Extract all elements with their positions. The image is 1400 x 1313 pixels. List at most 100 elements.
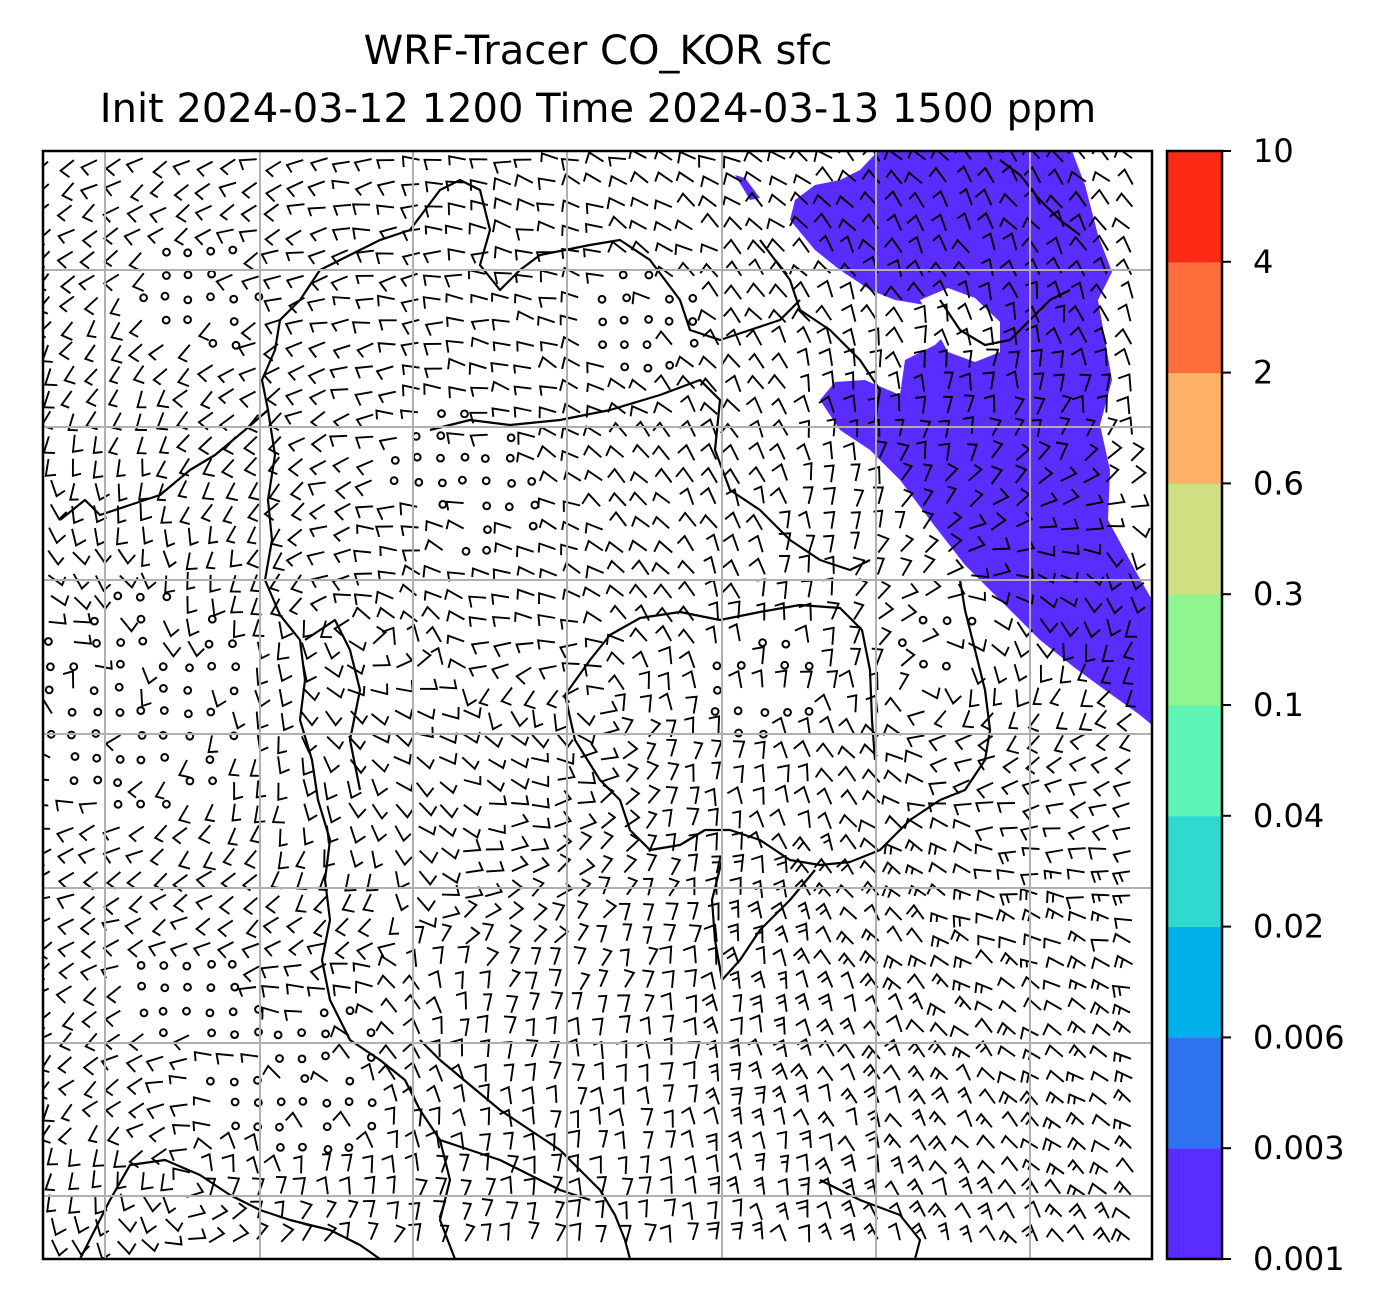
- wind-barb: [532, 709, 544, 729]
- wind-barb: [202, 851, 216, 871]
- wind-barb: [561, 356, 581, 370]
- wind-barb: [754, 1085, 766, 1104]
- wind-barb: [707, 1200, 718, 1220]
- wind-barb: [1019, 825, 1039, 841]
- wind-barb: [674, 219, 693, 231]
- calm-wind-marker: [390, 456, 400, 465]
- wind-barb: [253, 805, 266, 824]
- wind-barb: [1085, 494, 1104, 507]
- wind-barb: [1107, 440, 1123, 460]
- wind-barb: [301, 757, 314, 776]
- calm-wind-marker: [161, 315, 171, 325]
- wind-barb: [996, 802, 1016, 814]
- wind-barb: [302, 664, 318, 684]
- wind-barb: [814, 1156, 832, 1175]
- wind-barb: [1067, 259, 1086, 277]
- wind-barb: [347, 685, 366, 697]
- wind-barb: [584, 151, 605, 164]
- wind-barb: [47, 550, 65, 566]
- wind-barb: [58, 341, 73, 361]
- wind-barb: [1005, 301, 1017, 320]
- wind-barb: [677, 559, 695, 575]
- wind-barb: [325, 1199, 337, 1218]
- wind-barb: [277, 756, 290, 775]
- wind-barb: [986, 348, 1000, 367]
- wind-barb: [545, 1016, 557, 1035]
- wind-barb: [791, 307, 811, 322]
- wind-barb: [211, 689, 227, 708]
- calm-wind-marker: [254, 1027, 263, 1037]
- wind-barb: [699, 377, 718, 393]
- wind-barb: [754, 740, 766, 759]
- wind-barb: [419, 678, 439, 690]
- wind-barb: [1037, 440, 1052, 461]
- wind-barb: [238, 390, 256, 409]
- wind-barb: [510, 758, 530, 769]
- wind-barb: [945, 485, 958, 504]
- wind-barb: [745, 396, 763, 414]
- wind-barb: [703, 1016, 719, 1034]
- wind-barb: [1067, 997, 1086, 1011]
- wind-barb: [698, 355, 717, 369]
- wind-barb: [643, 877, 654, 896]
- wind-barb: [393, 754, 412, 765]
- wind-barb: [468, 362, 487, 375]
- wind-barb: [655, 624, 673, 642]
- wind-barb: [316, 1175, 329, 1195]
- wind-barb: [536, 444, 557, 458]
- wind-barb: [72, 573, 90, 591]
- wind-barb: [585, 272, 604, 284]
- wind-barb: [816, 970, 834, 988]
- wind-barb: [57, 941, 75, 958]
- wind-barb: [964, 394, 975, 413]
- wind-barb: [44, 1173, 56, 1192]
- wind-barb: [249, 824, 261, 844]
- wind-barb: [885, 752, 904, 762]
- wind-barb: [156, 483, 166, 502]
- wind-barb: [1114, 1134, 1132, 1150]
- wind-barb: [116, 505, 127, 524]
- wind-barb: [196, 364, 214, 383]
- wind-barb: [629, 470, 649, 484]
- wind-barb: [748, 1060, 762, 1079]
- calm-wind-marker: [160, 753, 170, 762]
- wind-barb: [540, 152, 559, 163]
- wind-barb: [1037, 572, 1057, 584]
- wind-barb: [479, 1106, 491, 1126]
- wind-barb: [619, 902, 631, 921]
- wind-barb: [177, 344, 191, 363]
- wind-barb: [331, 179, 350, 190]
- wind-barb: [435, 1176, 448, 1196]
- wind-barb: [201, 481, 215, 501]
- calm-wind-marker: [297, 1054, 307, 1064]
- wind-barb: [1065, 1071, 1084, 1082]
- wind-barb: [267, 456, 281, 475]
- wind-barb: [680, 1106, 696, 1125]
- wind-barb: [958, 187, 973, 206]
- wind-barb: [94, 527, 106, 547]
- wind-barb: [285, 983, 304, 995]
- wind-barb: [748, 809, 765, 828]
- wind-barb: [601, 811, 617, 829]
- calm-wind-marker: [460, 409, 469, 419]
- wind-barb: [798, 1176, 810, 1195]
- colorbar-segment: [1167, 705, 1222, 817]
- wind-barb: [1016, 594, 1035, 605]
- wind-barb: [448, 386, 467, 399]
- wind-barb: [566, 1016, 580, 1035]
- wind-barb: [162, 550, 177, 569]
- wind-barb: [559, 378, 579, 392]
- wind-barb: [108, 366, 121, 385]
- wind-barb: [703, 555, 717, 574]
- wind-barb: [470, 336, 489, 347]
- wind-barb: [283, 1009, 302, 1021]
- wind-barb: [536, 639, 556, 650]
- map-frame: [41, 149, 1154, 1261]
- wind-barb: [125, 1054, 143, 1073]
- wind-barb: [503, 1063, 515, 1082]
- wind-barb: [660, 1061, 674, 1080]
- wind-barb: [423, 382, 442, 395]
- wind-barb: [110, 344, 123, 364]
- wind-barb: [550, 1110, 562, 1128]
- wind-barb: [186, 571, 196, 591]
